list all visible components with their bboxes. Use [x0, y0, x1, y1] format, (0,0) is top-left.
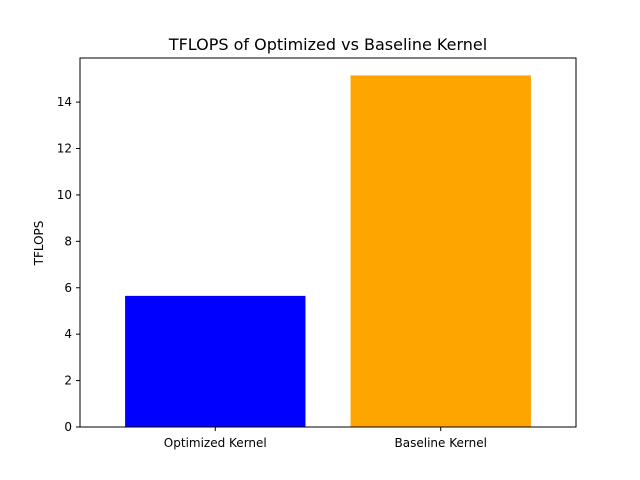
y-tick-label-1: 2 — [64, 374, 72, 388]
axes-frame — [79, 57, 577, 428]
y-tick-label-6: 12 — [57, 142, 72, 156]
plot-area: 0 2 4 6 8 10 12 14 Optimized Kernel Baseline Kern… — [57, 57, 577, 450]
y-axis-label: TFLOPS — [32, 221, 46, 267]
y-tick-label-0: 0 — [64, 420, 72, 434]
y-tick-label-3: 6 — [64, 281, 72, 295]
bar-0 — [125, 295, 306, 427]
chart-title: TFLOPS of Optimized vs Baseline Kernel — [168, 35, 487, 54]
bar-1 — [350, 75, 531, 427]
x-tick-label-0: Optimized Kernel — [164, 436, 267, 450]
y-tick-label-4: 8 — [64, 234, 72, 248]
y-tick-label-5: 10 — [57, 188, 72, 202]
y-tick-label-2: 4 — [64, 327, 72, 341]
y-tick-label-7: 14 — [57, 95, 72, 109]
x-tick-label-1: Baseline Kernel — [395, 436, 487, 450]
